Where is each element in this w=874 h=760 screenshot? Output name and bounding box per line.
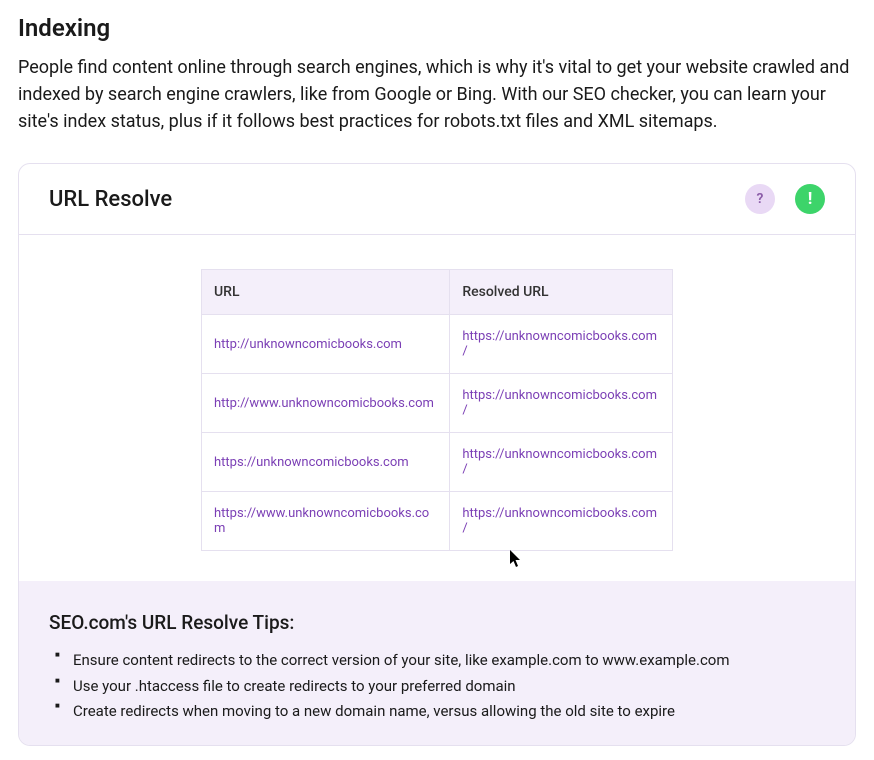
help-icon[interactable]: ? — [745, 184, 775, 214]
card-body: URL Resolved URL http://unknowncomicbook… — [19, 235, 855, 581]
resolved-url-link[interactable]: https://unknowncomicbooks.com/ — [462, 329, 657, 359]
table-row: http://www.unknowncomicbooks.com https:/… — [202, 374, 673, 433]
tip-item: Create redirects when moving to a new do… — [49, 699, 825, 725]
tips-list: Ensure content redirects to the correct … — [49, 648, 825, 725]
table-row: https://www.unknowncomicbooks.com https:… — [202, 492, 673, 551]
card-title: URL Resolve — [49, 187, 172, 212]
url-resolve-card: URL Resolve ? ! URL Resolved URL http://… — [18, 163, 856, 746]
url-link[interactable]: https://unknowncomicbooks.com — [214, 455, 409, 470]
url-link[interactable]: https://www.unknowncomicbooks.com — [214, 506, 429, 536]
section-description: People find content online through searc… — [18, 54, 856, 135]
url-link[interactable]: http://www.unknowncomicbooks.com — [214, 396, 434, 411]
table-header-resolved: Resolved URL — [450, 270, 673, 315]
section-title: Indexing — [18, 14, 856, 42]
url-resolve-table: URL Resolved URL http://unknowncomicbook… — [201, 269, 673, 551]
resolved-url-link[interactable]: https://unknowncomicbooks.com/ — [462, 447, 657, 477]
tips-title: SEO.com's URL Resolve Tips: — [49, 611, 825, 634]
table-row: https://unknowncomicbooks.com https://un… — [202, 433, 673, 492]
table-row: http://unknowncomicbooks.com https://unk… — [202, 315, 673, 374]
resolved-url-link[interactable]: https://unknowncomicbooks.com/ — [462, 388, 657, 418]
card-header-icons: ? ! — [745, 184, 825, 214]
card-header: URL Resolve ? ! — [19, 164, 855, 235]
tip-item: Ensure content redirects to the correct … — [49, 648, 825, 674]
url-link[interactable]: http://unknowncomicbooks.com — [214, 337, 402, 352]
status-ok-icon: ! — [795, 184, 825, 214]
table-header-url: URL — [202, 270, 450, 315]
tips-panel: SEO.com's URL Resolve Tips: Ensure conte… — [19, 581, 855, 745]
resolved-url-link[interactable]: https://unknowncomicbooks.com/ — [462, 506, 657, 536]
tip-item: Use your .htaccess file to create redire… — [49, 674, 825, 700]
